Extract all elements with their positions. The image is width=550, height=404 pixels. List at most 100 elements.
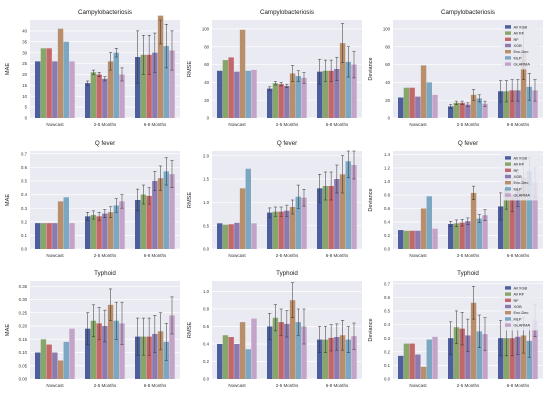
- bar: [245, 349, 251, 379]
- subplot-title: Campylobacteriosis: [441, 9, 495, 16]
- y-tick-label: 0.0: [203, 377, 210, 382]
- bar: [63, 197, 69, 249]
- x-tick-label: 6-8 Months: [326, 122, 349, 127]
- legend-label: All RF: [514, 292, 525, 297]
- bar: [63, 41, 69, 118]
- bar: [420, 65, 427, 118]
- y-tick-label: 0.20: [19, 324, 28, 329]
- y-tick-label: 25: [22, 61, 27, 66]
- y-tick-label: 0.8: [203, 307, 210, 312]
- bar: [267, 212, 273, 249]
- bar: [217, 223, 223, 249]
- legend-swatch: [505, 25, 511, 29]
- bar: [482, 103, 488, 118]
- y-tick-label: 0.6: [21, 165, 28, 170]
- bar: [476, 331, 482, 379]
- y-tick-label: 0.00: [19, 377, 28, 382]
- legend-label: MLP: [514, 316, 522, 321]
- bar: [398, 97, 404, 118]
- bar: [301, 326, 307, 379]
- bar: [322, 186, 329, 249]
- y-tick-label: 40: [22, 28, 27, 33]
- bar: [515, 189, 521, 249]
- legend-label: All RF: [514, 162, 525, 167]
- bar: [409, 343, 415, 379]
- legend-label: MLP: [514, 186, 522, 191]
- bar: [351, 165, 357, 249]
- x-tick-label: 2-5 Months: [94, 253, 117, 258]
- x-tick-label: Nowcast: [409, 383, 427, 388]
- y-tick-label: 0.4: [203, 342, 210, 347]
- bar: [40, 339, 47, 379]
- x-tick-label: 6-8 Months: [507, 383, 530, 388]
- bar: [403, 343, 410, 379]
- legend-swatch: [505, 317, 511, 321]
- bar: [295, 196, 301, 249]
- y-axis-label: Deviance: [368, 57, 374, 80]
- bar: [52, 352, 58, 379]
- y-tick-label: 0.6: [203, 324, 210, 329]
- x-tick-label: 2-5 Months: [276, 383, 299, 388]
- bar: [102, 326, 108, 379]
- bar: [328, 186, 334, 249]
- legend-swatch: [505, 174, 511, 179]
- subplot: Q fever 0.0 0.1 0.2 0.3 0.4 0.5 0.6 0.7 MAE Nowcas…: [5, 140, 180, 258]
- bar: [85, 328, 91, 379]
- x-tick-label: 2-5 Months: [457, 383, 480, 388]
- bar: [328, 337, 334, 379]
- bar: [169, 174, 175, 249]
- bar: [267, 326, 273, 379]
- bar: [69, 61, 75, 118]
- legend-swatch: [505, 292, 511, 296]
- bar: [228, 224, 234, 249]
- y-tick-label: 0.4: [384, 322, 391, 327]
- bar: [119, 323, 125, 379]
- bar: [52, 61, 58, 118]
- bar: [459, 102, 465, 118]
- bar: [334, 179, 340, 249]
- bar: [503, 338, 510, 379]
- y-tick-label: 60: [385, 62, 390, 67]
- y-tick-label: 0.1: [384, 363, 391, 368]
- bar: [278, 211, 284, 249]
- x-tick-label: 6-8 Months: [144, 253, 167, 258]
- bar: [498, 206, 504, 249]
- legend-label: Enc-Dec: [514, 180, 529, 185]
- bar: [146, 195, 152, 249]
- bar: [351, 64, 357, 118]
- bar: [169, 50, 175, 118]
- bar: [217, 344, 223, 379]
- y-tick-label: 0.0: [21, 247, 28, 252]
- bar: [234, 71, 240, 118]
- y-axis-label: Deviance: [368, 318, 374, 341]
- subplot: Q fever 0.0 0.2 0.4 0.6 0.8 1.0 1.2 1.4 Deviance N…: [368, 140, 543, 258]
- subplot-title: Campylobacteriosis: [260, 9, 314, 16]
- bar: [146, 54, 152, 118]
- legend-swatch: [505, 168, 511, 172]
- bar: [459, 328, 465, 379]
- bar: [322, 70, 329, 118]
- bar: [432, 336, 438, 379]
- legend-label: All XGB: [514, 285, 528, 290]
- bar: [40, 48, 47, 118]
- bar: [239, 322, 246, 379]
- y-tick-label: 0.7: [384, 281, 391, 286]
- y-tick-label: 40: [385, 80, 390, 85]
- y-tick-label: 0.3: [21, 206, 28, 211]
- bar: [345, 61, 351, 118]
- legend-label: Enc-Dec: [514, 310, 529, 315]
- x-tick-label: 6-8 Months: [507, 122, 530, 127]
- y-tick-label: 5: [25, 105, 28, 110]
- y-tick-label: 0.25: [19, 310, 28, 315]
- y-tick-label: 0: [388, 116, 391, 121]
- bar: [90, 214, 97, 249]
- y-tick-label: 100: [383, 27, 391, 32]
- bar: [532, 320, 538, 379]
- bar: [102, 213, 108, 249]
- bar: [503, 91, 510, 118]
- legend-swatch: [505, 62, 511, 66]
- bar: [217, 70, 223, 118]
- bar: [470, 302, 477, 379]
- x-tick-label: Nowcast: [409, 122, 427, 127]
- bar: [415, 96, 421, 118]
